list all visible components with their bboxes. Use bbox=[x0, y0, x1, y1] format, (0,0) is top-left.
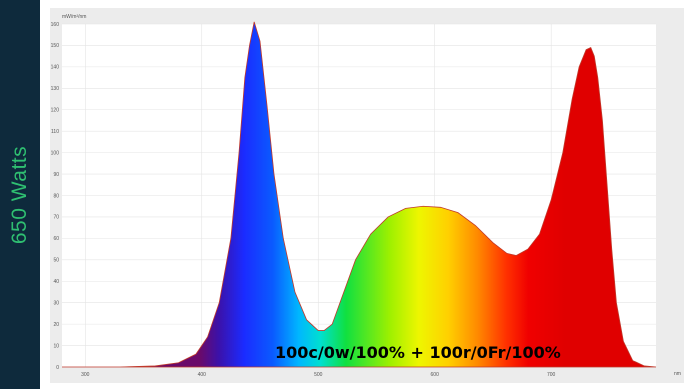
x-axis-unit: nm bbox=[674, 371, 681, 377]
x-tick-label: 400 bbox=[198, 372, 207, 378]
x-tick-label: 600 bbox=[431, 372, 440, 378]
y-tick-label: 80 bbox=[53, 193, 59, 199]
x-tick-label: 700 bbox=[547, 372, 556, 378]
y-tick-label: 140 bbox=[51, 65, 60, 71]
x-axis-ticks: 300 400 500 600 700 bbox=[81, 372, 555, 378]
y-axis-unit: mW/m²/nm bbox=[62, 14, 86, 20]
y-tick-label: 110 bbox=[51, 129, 59, 135]
x-tick-label: 500 bbox=[314, 372, 323, 378]
y-tick-label: 150 bbox=[51, 43, 60, 49]
y-tick-label: 30 bbox=[53, 300, 59, 306]
spectrum-area bbox=[62, 21, 657, 368]
y-axis-ticks: 0 10 20 30 40 50 60 70 80 90 100 110 120 130 140 150 160 bbox=[51, 22, 60, 371]
y-tick-label: 90 bbox=[53, 172, 59, 178]
y-tick-label: 120 bbox=[51, 108, 60, 114]
y-tick-label: 10 bbox=[53, 343, 59, 349]
y-tick-label: 70 bbox=[53, 215, 59, 221]
y-tick-label: 60 bbox=[53, 236, 59, 242]
y-tick-label: 160 bbox=[51, 22, 60, 28]
y-tick-label: 20 bbox=[53, 322, 59, 328]
y-tick-label: 40 bbox=[53, 279, 59, 285]
y-tick-label: 0 bbox=[56, 365, 59, 371]
y-tick-label: 50 bbox=[53, 258, 59, 264]
side-band bbox=[0, 0, 40, 389]
spectrum-annotation: 100c/0w/100% + 100r/0Fr/100% bbox=[275, 343, 561, 362]
y-tick-label: 130 bbox=[51, 86, 60, 92]
x-tick-label: 300 bbox=[81, 372, 90, 378]
y-tick-label: 100 bbox=[51, 150, 60, 156]
